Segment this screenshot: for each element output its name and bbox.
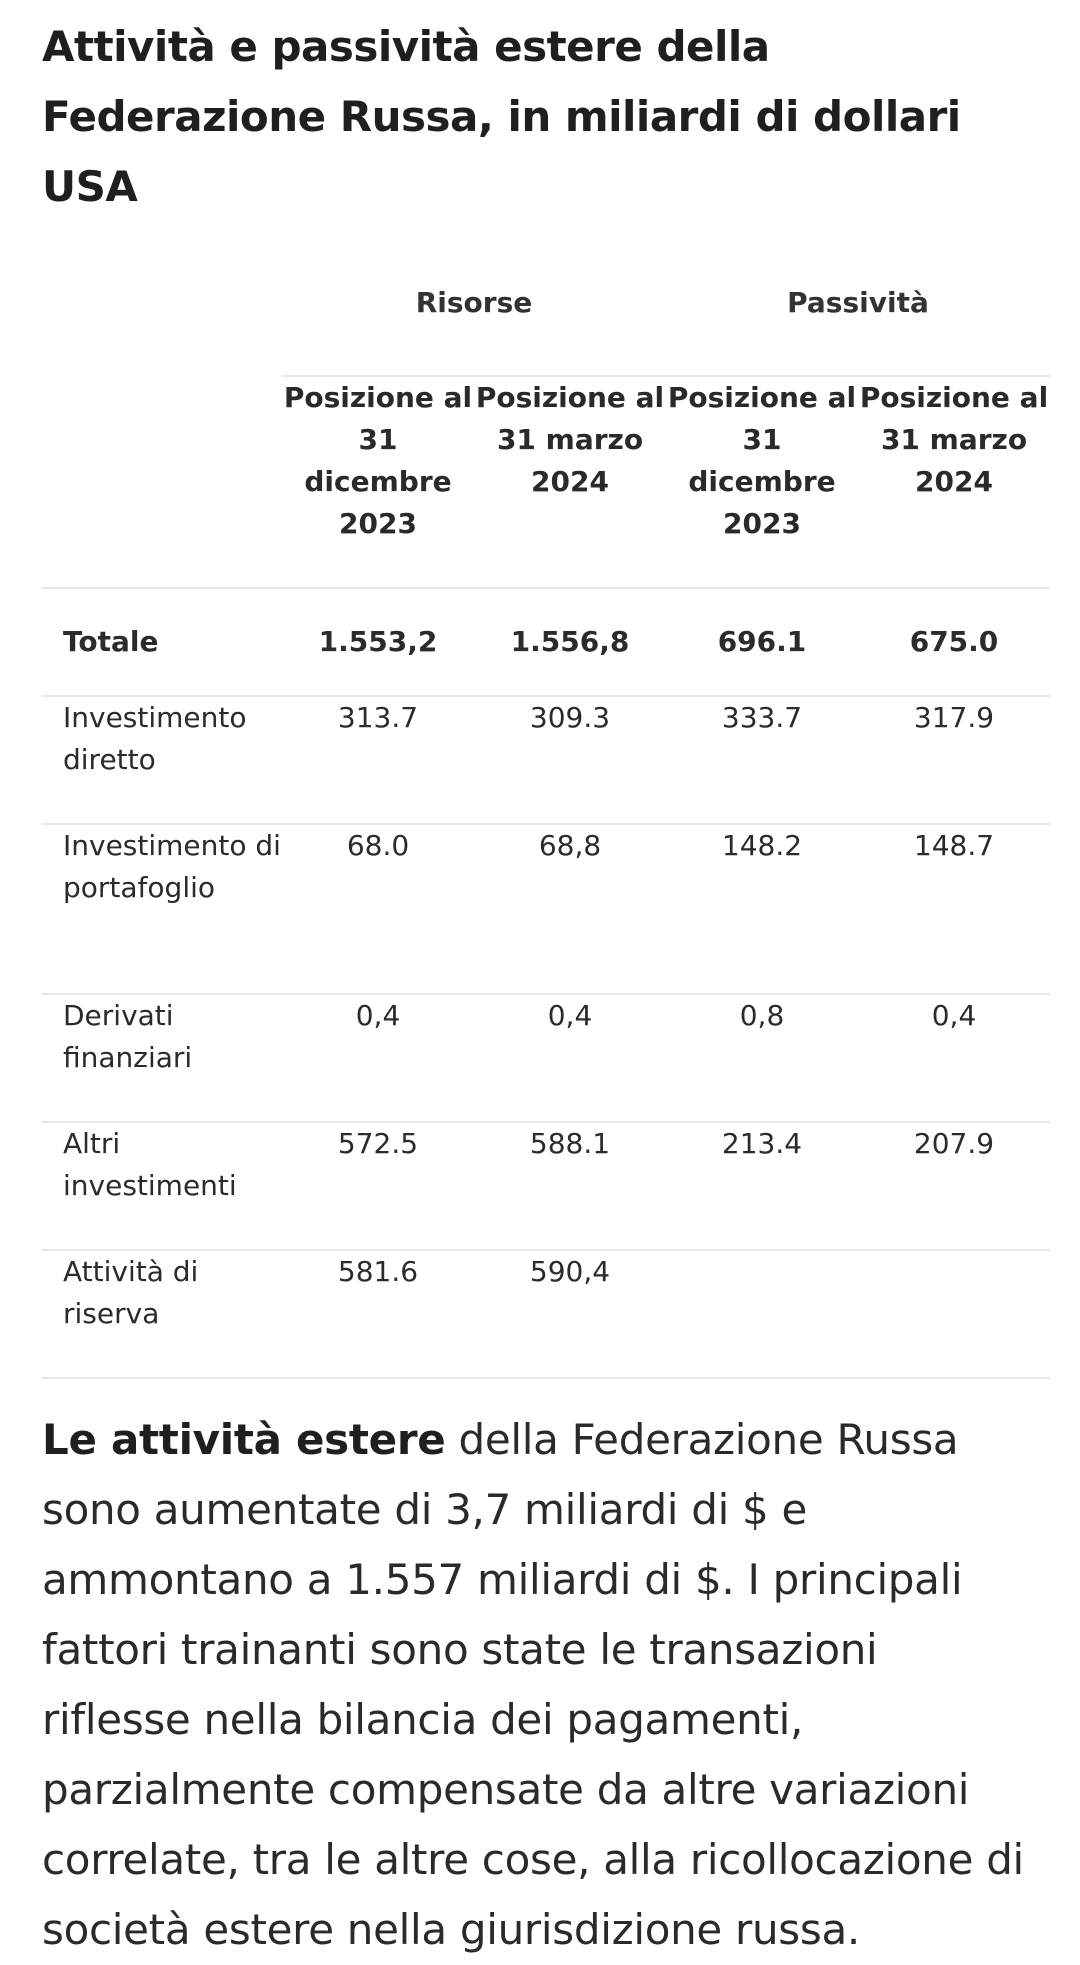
column-header: Posizione al 31 dicembre 2023	[666, 376, 858, 589]
group-header-risorse: Risorse	[282, 288, 666, 377]
table-cell: 213.4	[666, 1122, 858, 1251]
table-cell: 675.0	[858, 588, 1051, 697]
row-label: Attività di riserva	[42, 1250, 282, 1379]
table-row-investimento-diretto: Investimento diretto 313.7 309.3 333.7 3…	[42, 696, 1051, 825]
table-cell: 0,4	[282, 994, 474, 1123]
row-label: Investimento di portafoglio	[42, 824, 282, 995]
table-row-altri-investimenti: Altri investimenti 572.5 588.1 213.4 207…	[42, 1122, 1051, 1251]
table-cell: 572.5	[282, 1122, 474, 1251]
row-label-header	[42, 376, 282, 589]
table-cell: 696.1	[666, 588, 858, 697]
row-label: Derivati finanziari	[42, 994, 282, 1123]
table-cell: 317.9	[858, 696, 1051, 825]
table-cell: 148.2	[666, 824, 858, 995]
paragraph-text: della Federazione Russa sono aumentate d…	[42, 1415, 1024, 1954]
page-title: Attività e passività estere della Federa…	[42, 22, 961, 211]
table-cell: 1.553,2	[282, 588, 474, 697]
group-header-passivita: Passività	[666, 288, 1051, 377]
table-cell: 68,8	[474, 824, 666, 995]
table-cell: 1.556,8	[474, 588, 666, 697]
table-cell	[858, 1250, 1051, 1379]
table-cell: 333.7	[666, 696, 858, 825]
table-row-derivati-finanziari: Derivati finanziari 0,4 0,4 0,8 0,4	[42, 994, 1051, 1123]
column-header: Posizione al 31 marzo 2024	[474, 376, 666, 589]
table-cell: 0,4	[474, 994, 666, 1123]
table-cell: 207.9	[858, 1122, 1051, 1251]
table-row-totale: Totale 1.553,2 1.556,8 696.1 675.0	[42, 588, 1051, 697]
table-row-investimento-di-portafoglio: Investimento di portafoglio 68.0 68,8 14…	[42, 824, 1051, 995]
row-label: Altri investimenti	[42, 1122, 282, 1251]
row-label: Totale	[42, 588, 282, 697]
column-header: Posizione al 31 dicembre 2023	[282, 376, 474, 589]
table-cell: 68.0	[282, 824, 474, 995]
corner-cell	[42, 288, 282, 376]
summary-paragraph: Le attività estere della Federazione Rus…	[42, 1405, 1038, 1965]
table-cell	[666, 1250, 858, 1379]
table-cell: 588.1	[474, 1122, 666, 1251]
assets-liabilities-table: Risorse Passività Posizione al 31 dicemb…	[42, 288, 1051, 1379]
table-cell: 590,4	[474, 1250, 666, 1379]
table-cell: 309.3	[474, 696, 666, 825]
group-header-row: Risorse Passività	[42, 288, 1051, 377]
table-cell: 313.7	[282, 696, 474, 825]
table-cell: 148.7	[858, 824, 1051, 995]
table-cell: 0,8	[666, 994, 858, 1123]
paragraph-lead: Le attività estere	[42, 1415, 446, 1464]
table-cell: 0,4	[858, 994, 1051, 1123]
sub-header-row: Posizione al 31 dicembre 2023 Posizione …	[42, 376, 1051, 589]
table-row-attivita-di-riserva: Attività di riserva 581.6 590,4	[42, 1250, 1051, 1379]
table-cell: 581.6	[282, 1250, 474, 1379]
row-label: Investimento diretto	[42, 696, 282, 825]
column-header: Posizione al 31 marzo 2024	[858, 376, 1051, 589]
